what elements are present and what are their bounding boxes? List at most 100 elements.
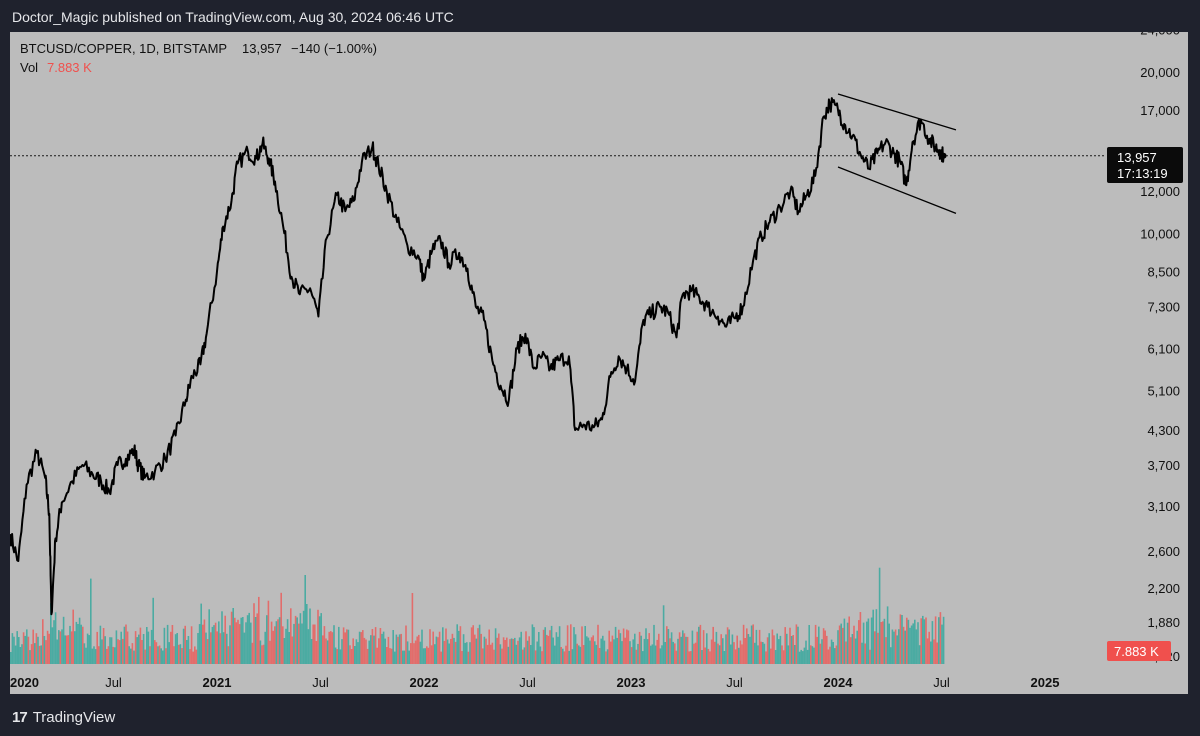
price-chart[interactable]: 24,00020,00017,00014,00012,00010,0008,50…	[10, 32, 1188, 694]
volume-bar	[757, 645, 759, 664]
time-axis[interactable]: 2020 Jul 2021 Jul 2022 Jul 2023 Jul 2024 Jul 2025	[10, 675, 1059, 690]
volume-bar	[776, 633, 778, 664]
volume-bar	[174, 634, 177, 664]
volume-bar	[408, 650, 410, 664]
volume-bar	[96, 631, 98, 664]
volume-bar	[114, 647, 116, 664]
volume-bar	[699, 624, 702, 664]
volume-bar	[75, 621, 78, 664]
volume-bar	[152, 597, 154, 664]
volume-bar	[178, 644, 180, 664]
volume-bar	[379, 628, 382, 664]
volume-bar	[86, 633, 89, 664]
volume-bar	[218, 621, 220, 664]
volume-bar	[280, 592, 282, 664]
volume-bar	[331, 632, 334, 664]
volume-bar	[58, 630, 60, 664]
volume-bar	[72, 609, 74, 664]
volume-bar	[210, 632, 212, 664]
volume-bar	[40, 645, 42, 664]
x-tick-label: 2025	[1031, 675, 1060, 690]
channel-trend-lines[interactable]	[837, 93, 957, 214]
volume-bar	[440, 651, 442, 664]
x-tick-label: 2021	[203, 675, 232, 690]
price-series-line[interactable]	[10, 97, 945, 616]
volume-bar	[872, 609, 874, 664]
volume-bar	[634, 633, 636, 664]
volume-bar	[510, 638, 513, 664]
volume-bar	[936, 642, 938, 664]
volume-bar	[627, 630, 630, 664]
volume-bar	[450, 638, 452, 664]
volume-bar	[59, 631, 62, 664]
volume-bar	[338, 626, 340, 664]
volume-bar	[150, 629, 153, 664]
volume-bar	[525, 631, 527, 664]
volume-bar	[658, 633, 660, 664]
volume-bar	[664, 642, 666, 664]
volume-bar	[216, 631, 218, 664]
volume-bar	[325, 638, 327, 664]
volume-bar	[214, 622, 217, 664]
y-tick-label: 17,000	[1140, 103, 1180, 118]
volume-bar	[605, 651, 607, 664]
volume-bar	[912, 623, 914, 664]
volume-bar	[803, 647, 806, 664]
volume-bar	[770, 648, 772, 664]
volume-bar	[270, 621, 273, 664]
volume-bar	[456, 624, 458, 664]
tradingview-footer[interactable]: 17 TradingView	[12, 709, 115, 726]
trend-line[interactable]	[837, 166, 957, 214]
volume-bar	[746, 628, 748, 664]
volume-bar	[827, 649, 830, 664]
volume-bar	[816, 636, 818, 664]
tradingview-brand[interactable]: TradingView	[32, 709, 116, 726]
volume-bar	[190, 626, 193, 664]
volume-bar	[438, 631, 441, 664]
volume-bar	[310, 639, 313, 664]
volume-bar	[179, 644, 182, 664]
volume-bar	[166, 624, 169, 664]
volume-bar	[483, 636, 486, 664]
volume-bar	[176, 633, 178, 664]
volume-bar	[290, 608, 292, 664]
volume-bar	[387, 636, 390, 664]
volume-bar	[42, 619, 44, 664]
trend-line[interactable]	[837, 93, 957, 131]
volume-bar	[182, 628, 185, 664]
volume-bar	[611, 635, 614, 664]
volume-bar	[674, 643, 676, 664]
volume-bar	[309, 608, 311, 664]
volume-bar	[229, 625, 231, 664]
volume-bar	[274, 626, 276, 664]
volume-bar	[386, 647, 388, 664]
volume-bar	[602, 635, 604, 664]
volume-bar	[126, 631, 129, 664]
volume-bar	[530, 645, 532, 664]
volume-bar	[246, 615, 249, 664]
volume-bar	[862, 622, 865, 664]
volume-bar	[48, 633, 50, 664]
volume-bar	[362, 630, 364, 664]
volume-bar	[547, 635, 550, 664]
volume-bar	[643, 638, 646, 664]
volume-bar	[480, 633, 482, 664]
volume-bar	[851, 634, 854, 664]
volume-bar	[131, 643, 134, 664]
volume-bar	[109, 637, 111, 664]
volume-bar	[211, 626, 214, 664]
volume-bar	[710, 639, 713, 664]
volume-bar	[275, 621, 278, 664]
price-axis[interactable]: 24,00020,00017,00014,00012,00010,0008,50…	[1140, 32, 1180, 664]
volume-bar	[859, 612, 862, 664]
volume-bar	[366, 648, 369, 664]
volume-bar	[538, 632, 540, 664]
volume-bar	[226, 633, 228, 664]
volume-bar	[402, 650, 404, 664]
volume-bar	[14, 645, 17, 664]
chart-panel[interactable]: 24,00020,00017,00014,00012,00010,0008,50…	[10, 32, 1188, 694]
volume-bar	[141, 640, 143, 664]
volume-bar	[608, 630, 610, 664]
volume-bar	[128, 646, 130, 664]
volume-bar	[243, 632, 246, 664]
